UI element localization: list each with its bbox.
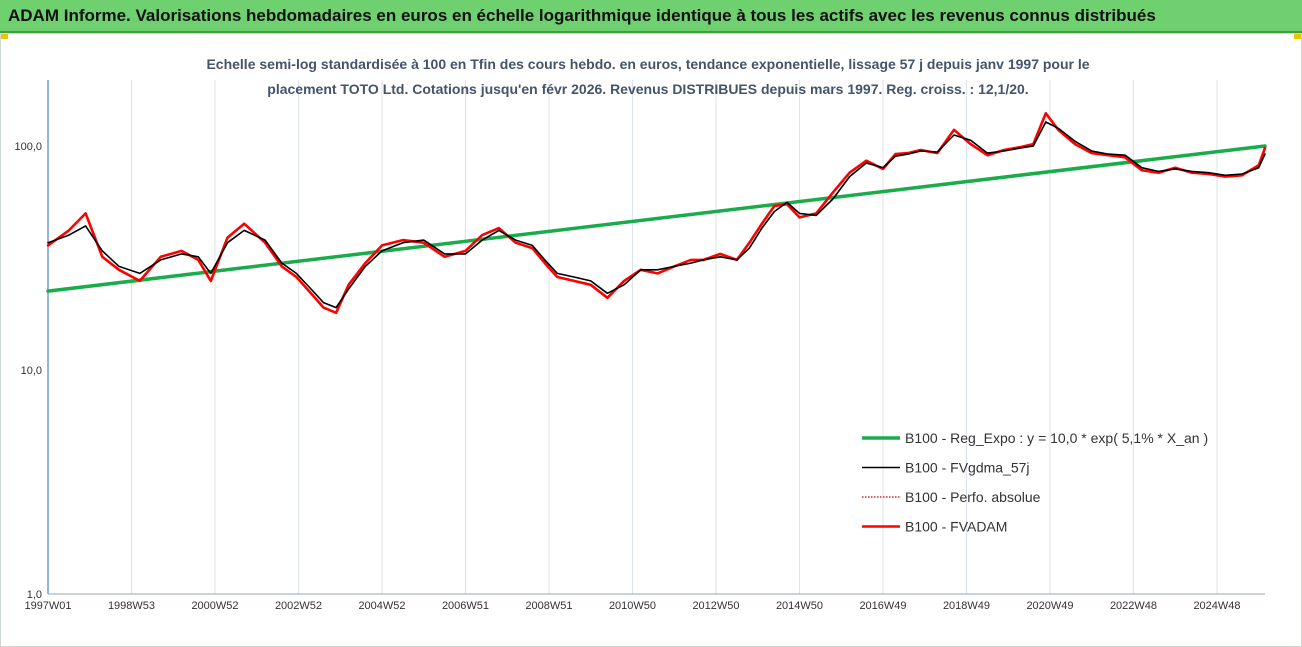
tick-labels: 1997W01 1998W53 2000W52 2002W52 2004W52 2006W…	[14, 141, 1240, 612]
legend-label: B100 - Reg_Expo : y = 10,0 * exp( 5,1% *…	[905, 430, 1208, 446]
series-line-4	[46, 112, 1267, 315]
axes	[47, 80, 1265, 595]
x-tick-label: 2000W52	[191, 600, 238, 612]
x-tick-label: 2016W49	[859, 600, 906, 612]
banner: ADAM Informe. Valorisations hebdomadaire…	[0, 0, 1302, 33]
x-tick-label: 2014W50	[776, 600, 823, 612]
legend-label: B100 - FVADAM	[905, 519, 1007, 535]
y-tick-label: 100,0	[14, 141, 42, 153]
legend: B100 - Reg_Expo : y = 10,0 * exp( 5,1% *…	[862, 430, 1208, 535]
banner-title: ADAM Informe. Valorisations hebdomadaire…	[8, 6, 1156, 25]
chart-title-line-2: placement TOTO Ltd. Cotations jusqu'en f…	[267, 81, 1028, 97]
x-tick-label: 2004W52	[358, 600, 405, 612]
x-tick-label: 2006W51	[442, 600, 489, 612]
x-tick-label: 2018W49	[943, 600, 990, 612]
series-lines	[46, 112, 1267, 315]
legend-label: B100 - FVgdma_57j	[905, 460, 1030, 476]
y-tick-label: 10,0	[21, 365, 42, 377]
legend-label: B100 - Perfo. absolue	[905, 489, 1041, 505]
x-tick-label: 2022W48	[1110, 600, 1157, 612]
x-tick-label: 2010W50	[609, 600, 656, 612]
x-tick-label: 2012W50	[692, 600, 739, 612]
corner-marker-left	[0, 33, 8, 39]
corner-marker-right	[1294, 33, 1302, 39]
x-tick-label: 1997W01	[24, 600, 71, 612]
x-tick-label: 2024W48	[1193, 600, 1240, 612]
x-tick-label: 2002W52	[275, 600, 322, 612]
series-line-3	[47, 112, 1266, 314]
y-tick-label: 1,0	[27, 589, 42, 601]
series-line-1	[46, 144, 1267, 293]
x-tick-label: 2008W51	[525, 600, 572, 612]
grid-lines	[130, 80, 1218, 594]
chart-title-line-1: Echelle semi-log standardisée à 100 en T…	[206, 56, 1089, 72]
x-tick-label: 2020W49	[1026, 600, 1073, 612]
series-line-2	[47, 121, 1266, 309]
x-tick-label: 1998W53	[108, 600, 155, 612]
